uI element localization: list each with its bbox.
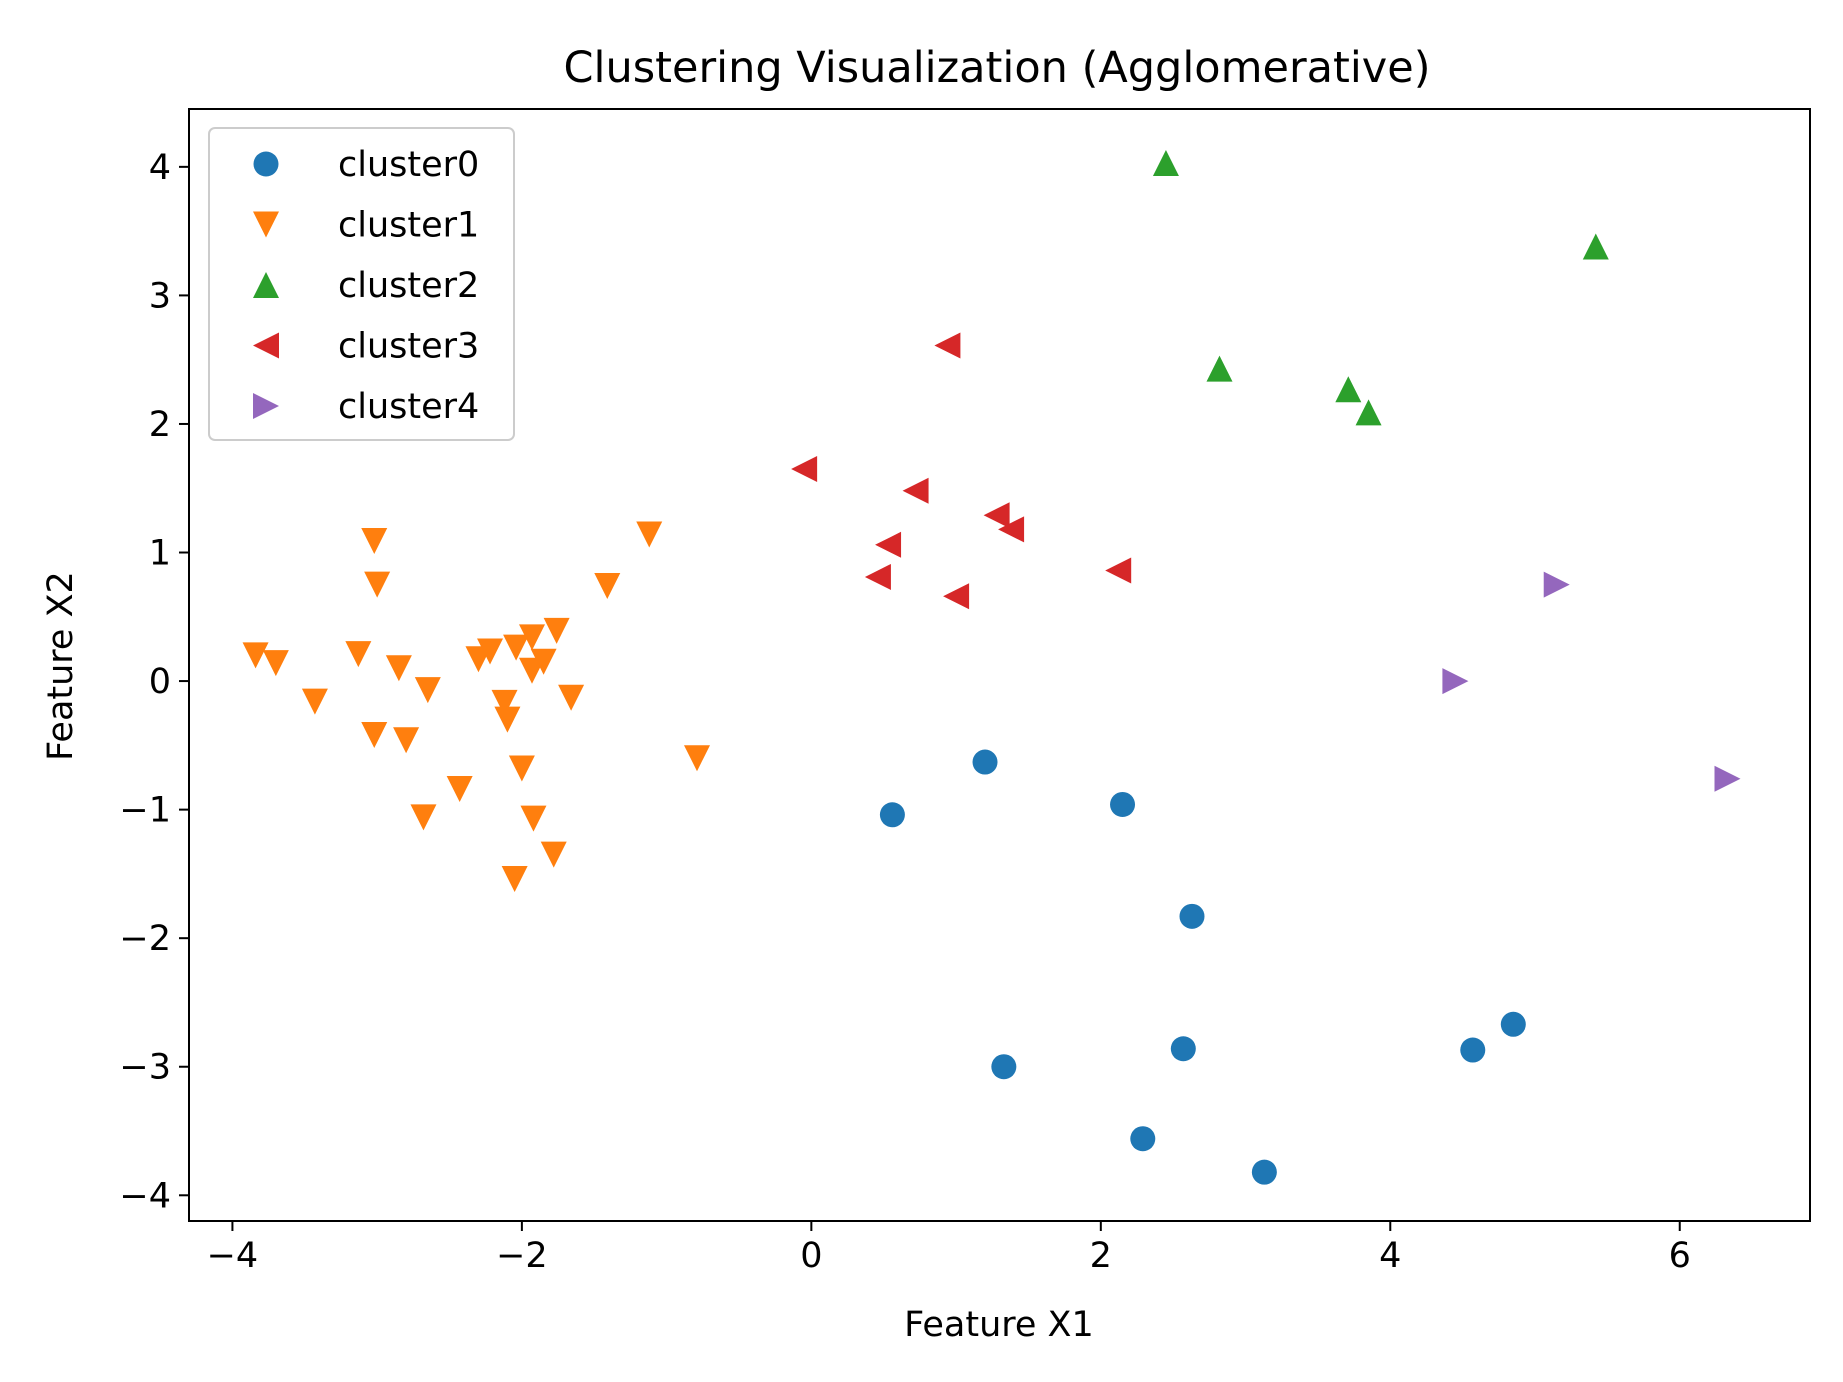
- series-cluster1: [242, 521, 711, 893]
- data-point-cluster3: [998, 516, 1025, 543]
- data-point-cluster2: [1152, 149, 1179, 176]
- data-point-cluster1: [594, 572, 621, 599]
- data-point-cluster1: [508, 755, 535, 782]
- legend-marker-cluster1: [253, 211, 279, 238]
- legend-marker-cluster3: [253, 332, 279, 359]
- data-point-cluster3: [943, 583, 970, 610]
- y-tick-label: 3: [149, 276, 171, 316]
- data-point-cluster1: [393, 727, 420, 754]
- data-point-cluster1: [636, 521, 663, 548]
- x-axis-label: Feature X1: [904, 1305, 1094, 1345]
- data-point-cluster1: [491, 689, 518, 716]
- y-tick-label: −4: [119, 1176, 171, 1216]
- data-point-cluster4: [1714, 765, 1741, 792]
- data-point-cluster1: [262, 650, 289, 677]
- data-point-cluster0: [1130, 1126, 1156, 1152]
- data-point-cluster1: [364, 571, 391, 598]
- x-tick-label: −2: [496, 1236, 548, 1276]
- data-point-cluster2: [1206, 355, 1233, 382]
- data-point-cluster0: [1179, 903, 1205, 929]
- data-point-cluster2: [1335, 376, 1362, 403]
- legend-marker-cluster0: [253, 151, 279, 177]
- data-point-cluster1: [414, 677, 441, 704]
- legend: cluster0 cluster1 cluster2 cluster3 cluster4: [208, 127, 515, 441]
- data-point-cluster0: [972, 749, 998, 775]
- x-tick-label: 6: [1669, 1236, 1691, 1276]
- data-point-cluster1: [494, 706, 521, 733]
- series-cluster3: [791, 332, 1132, 610]
- x-tick-label: 4: [1379, 1236, 1401, 1276]
- data-point-cluster1: [242, 642, 269, 669]
- data-point-cluster1: [519, 624, 546, 651]
- legend-marker-cluster2: [253, 272, 279, 298]
- legend-label-cluster4: cluster4: [338, 387, 479, 427]
- legend-entries: cluster0 cluster1 cluster2 cluster3 cluster4: [253, 145, 479, 427]
- plot-frame: [188, 108, 1811, 1222]
- data-point-cluster3: [875, 531, 902, 558]
- data-point-cluster0: [1500, 1011, 1526, 1037]
- data-point-cluster3: [983, 502, 1010, 529]
- data-point-cluster4: [1543, 571, 1570, 598]
- data-point-cluster0: [991, 1054, 1017, 1080]
- data-point-cluster1: [558, 684, 585, 711]
- series-cluster4: [1442, 571, 1741, 792]
- x-tick-label: −4: [207, 1236, 259, 1276]
- data-point-cluster0: [1460, 1037, 1486, 1063]
- data-point-cluster3: [791, 455, 818, 482]
- legend-box: [208, 127, 515, 441]
- data-point-cluster1: [503, 634, 530, 661]
- y-tick-label: 1: [149, 534, 171, 574]
- data-point-cluster1: [361, 527, 388, 554]
- data-point-cluster1: [543, 617, 570, 644]
- legend-label-cluster3: cluster3: [338, 327, 479, 367]
- data-point-cluster2: [1355, 399, 1382, 426]
- data-point-cluster1: [684, 745, 711, 772]
- data-point-cluster1: [446, 776, 473, 803]
- data-point-cluster0: [1251, 1159, 1277, 1185]
- data-point-cluster1: [477, 638, 504, 665]
- x-tick-label: 2: [1090, 1236, 1112, 1276]
- data-point-cluster0: [879, 802, 905, 828]
- y-tick-label: 2: [149, 405, 171, 445]
- data-point-cluster3: [864, 563, 891, 590]
- legend-label-cluster1: cluster1: [338, 206, 479, 246]
- data-point-cluster0: [1170, 1036, 1196, 1062]
- data-point-cluster4: [1442, 668, 1469, 695]
- legend-label-cluster0: cluster0: [338, 145, 479, 185]
- data-point-cluster1: [345, 641, 372, 668]
- series-cluster0: [879, 749, 1526, 1185]
- y-tick-label: −1: [119, 791, 171, 831]
- marks-layer: [242, 149, 1741, 1185]
- data-point-cluster1: [301, 688, 328, 715]
- data-point-cluster1: [530, 648, 557, 675]
- y-tick-label: −2: [119, 919, 171, 959]
- x-tick-label: 0: [800, 1236, 822, 1276]
- legend-label-cluster2: cluster2: [338, 266, 479, 306]
- y-axis-label: Feature X2: [41, 571, 81, 761]
- data-point-cluster1: [385, 655, 412, 682]
- chart-title: Clustering Visualization (Agglomerative): [564, 43, 1431, 93]
- data-point-cluster1: [540, 841, 567, 868]
- data-point-cluster3: [934, 332, 961, 359]
- legend-marker-cluster4: [253, 393, 279, 419]
- data-point-cluster2: [1582, 233, 1609, 260]
- data-point-cluster1: [520, 805, 547, 832]
- y-tick-label: −3: [119, 1048, 171, 1088]
- ticks-layer: −4 −2 0 2 4 6 −4 −3 −2 −1 0 1 2 3 4: [119, 148, 1690, 1276]
- data-point-cluster1: [410, 804, 437, 831]
- series-cluster2: [1152, 149, 1609, 426]
- y-tick-label: 4: [149, 148, 171, 188]
- data-point-cluster0: [1110, 791, 1136, 817]
- data-point-cluster1: [501, 866, 528, 893]
- data-point-cluster1: [361, 722, 388, 749]
- data-point-cluster3: [1105, 557, 1132, 584]
- y-tick-label: 0: [149, 662, 171, 702]
- data-point-cluster3: [902, 477, 929, 504]
